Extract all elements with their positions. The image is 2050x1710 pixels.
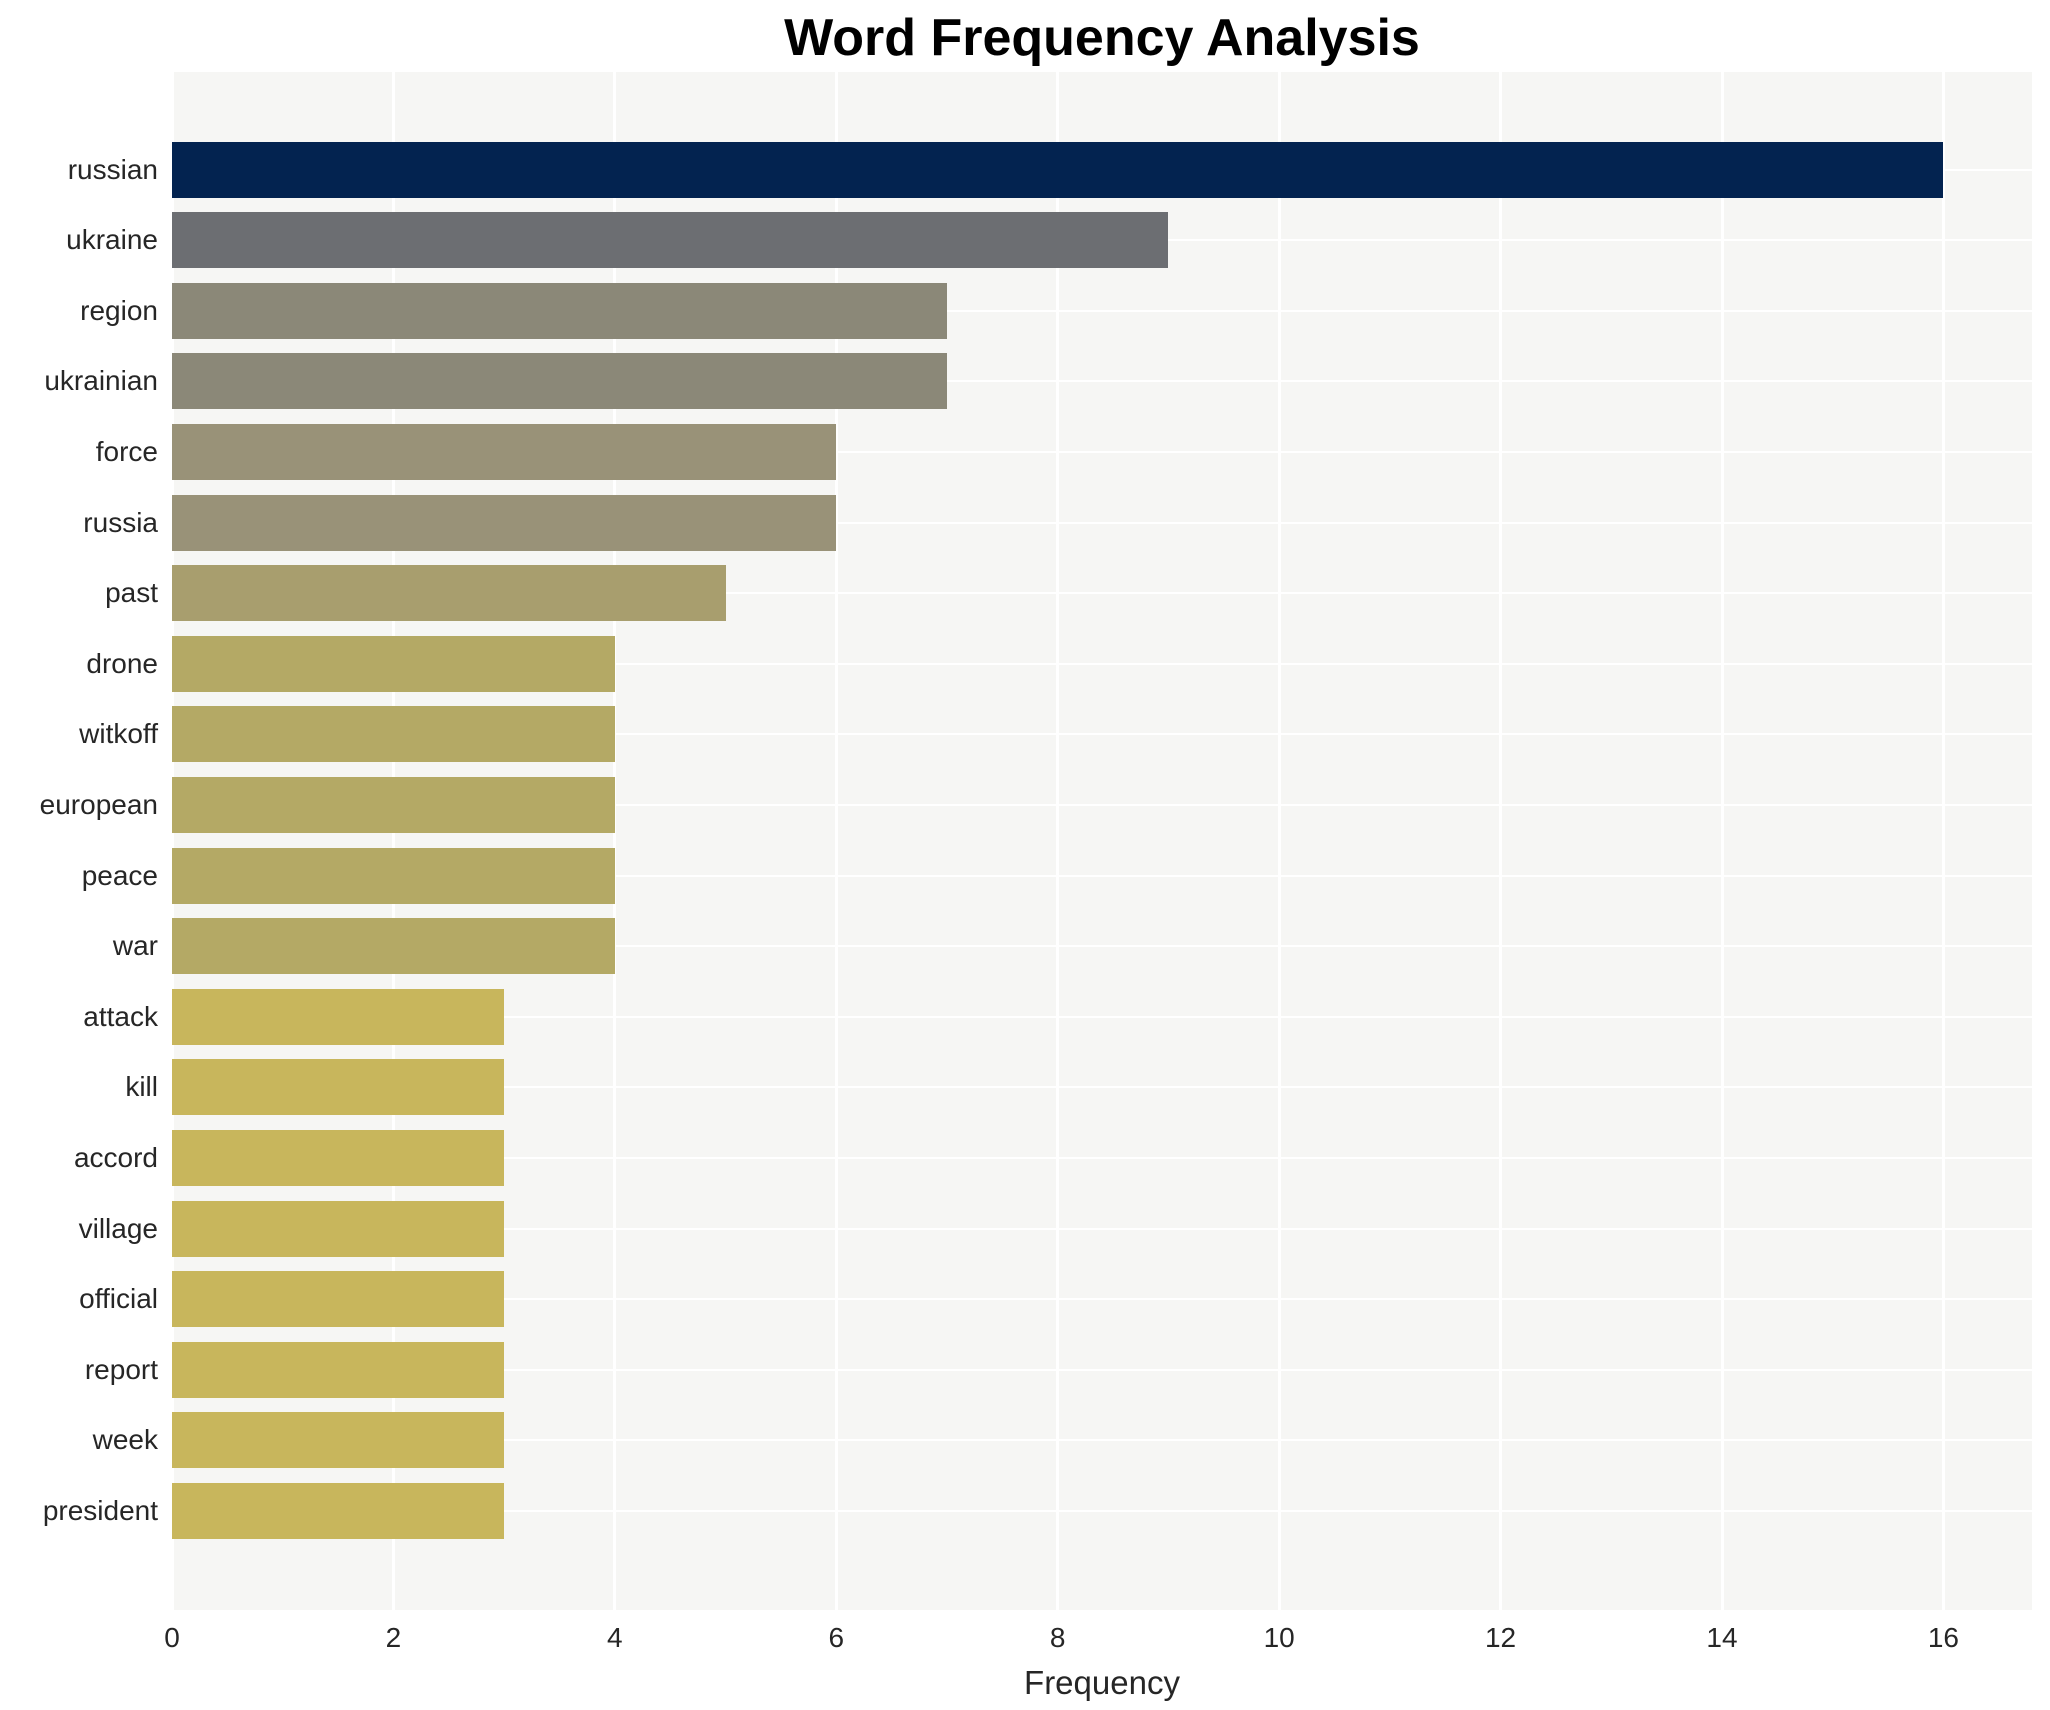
bar-european	[172, 776, 615, 833]
y-tick-label-ukrainian: ukrainian	[44, 365, 158, 397]
y-tick-label-past: past	[105, 577, 158, 609]
bar-russian	[172, 141, 1944, 198]
y-tick-label-kill: kill	[125, 1071, 158, 1103]
bar-week	[172, 1412, 505, 1469]
y-tick-label-russia: russia	[83, 506, 158, 538]
bar-russia	[172, 494, 837, 551]
y-gridline	[172, 733, 2032, 736]
y-gridline	[172, 1015, 2032, 1018]
y-tick-label-witkoff: witkoff	[79, 718, 158, 750]
bar-report	[172, 1341, 505, 1398]
y-tick-label-village: village	[78, 1212, 158, 1244]
x-gridline	[172, 72, 174, 1610]
y-tick-label-accord: accord	[73, 1141, 158, 1173]
x-gridline	[613, 72, 617, 1610]
x-tick-label-6: 6	[828, 1622, 845, 1653]
y-gridline	[172, 1298, 2032, 1301]
x-axis-label: Frequency	[1024, 1664, 1180, 1701]
x-tick-label-16: 16	[1927, 1622, 1959, 1653]
bar-accord	[172, 1129, 505, 1186]
bar-past	[172, 565, 726, 622]
bar-war	[172, 918, 615, 975]
y-gridline	[172, 380, 2032, 383]
y-gridline	[172, 521, 2032, 524]
y-gridline	[172, 592, 2032, 595]
y-gridline	[172, 1368, 2032, 1371]
bar-drone	[172, 635, 615, 692]
y-tick-label-european: european	[39, 788, 158, 820]
x-tick-label-14: 14	[1706, 1622, 1738, 1653]
y-tick-label-peace: peace	[81, 859, 158, 891]
bar-peace	[172, 847, 615, 904]
bar-ukrainian	[172, 353, 947, 410]
bar-official	[172, 1271, 505, 1328]
x-gridline	[1941, 72, 1945, 1610]
y-tick-label-region: region	[80, 294, 158, 326]
bar-region	[172, 282, 947, 339]
y-tick-label-week: week	[92, 1424, 158, 1456]
bar-president	[172, 1482, 505, 1539]
x-gridline	[834, 72, 838, 1610]
y-tick-label-president: president	[42, 1494, 158, 1526]
bar-ukraine	[172, 212, 1169, 269]
y-tick-label-war: war	[112, 930, 158, 962]
x-tick-label-12: 12	[1484, 1622, 1517, 1653]
x-tick-label-10: 10	[1263, 1622, 1295, 1653]
y-gridline	[172, 309, 2032, 312]
y-tick-label-drone: drone	[86, 647, 158, 679]
x-gridline	[1720, 72, 1724, 1610]
x-gridline	[1277, 72, 1281, 1610]
y-gridline	[172, 874, 2032, 877]
y-tick-label-force: force	[95, 435, 158, 467]
y-gridline	[172, 1086, 2032, 1089]
bar-kill	[172, 1059, 505, 1116]
bar-attack	[172, 988, 505, 1045]
y-tick-label-official: official	[79, 1283, 158, 1315]
x-tick-label-8: 8	[1049, 1622, 1066, 1653]
y-tick-label-ukraine: ukraine	[66, 224, 158, 256]
y-tick-label-report: report	[84, 1353, 158, 1385]
y-gridline	[172, 803, 2032, 806]
bar-force	[172, 423, 837, 480]
y-gridline	[172, 1227, 2032, 1230]
plot-area	[172, 72, 2032, 1610]
y-gridline	[172, 450, 2032, 453]
y-gridline	[172, 945, 2032, 948]
y-tick-label-russian: russian	[67, 153, 158, 185]
bar-witkoff	[172, 706, 615, 763]
x-tick-label-2: 2	[385, 1622, 402, 1653]
x-tick-label-4: 4	[607, 1622, 623, 1653]
x-gridline	[391, 72, 395, 1610]
y-gridline	[172, 1439, 2032, 1442]
bar-village	[172, 1200, 505, 1257]
x-tick-label-0: 0	[164, 1622, 180, 1653]
y-tick-label-attack: attack	[83, 1000, 158, 1032]
chart-title: Word Frequency Analysis	[784, 9, 1420, 67]
x-gridline	[1056, 72, 1060, 1610]
x-gridline	[1499, 72, 1503, 1610]
y-gridline	[172, 1509, 2032, 1512]
y-gridline	[172, 662, 2032, 665]
y-gridline	[172, 1156, 2032, 1159]
